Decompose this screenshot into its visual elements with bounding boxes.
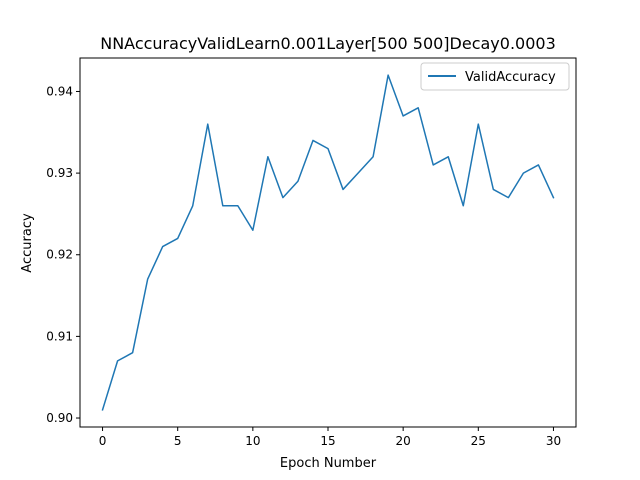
y-tick-label: 0.91 — [46, 329, 73, 343]
x-tick-label: 0 — [99, 434, 107, 448]
y-tick-label: 0.94 — [46, 84, 73, 98]
legend-box — [420, 62, 570, 91]
x-tick-label: 25 — [471, 434, 486, 448]
y-tick-label: 0.92 — [46, 248, 73, 262]
y-tick-label: 0.93 — [46, 166, 73, 180]
series-line-validaccuracy — [101, 74, 555, 411]
y-axis-label: Accuracy — [20, 213, 35, 273]
x-tick-label: 30 — [546, 434, 561, 448]
legend: ValidAccuracy — [420, 62, 570, 91]
x-axis-label: Epoch Number — [280, 456, 377, 471]
x-tick-label: 10 — [245, 434, 260, 448]
chart-title: NNAccuracyValidLearn0.001Layer[500 500]D… — [100, 34, 556, 53]
legend-label-validaccuracy: ValidAccuracy — [465, 70, 556, 85]
x-tick-label: 15 — [320, 434, 335, 448]
plot-area: 0 5 10 15 20 25 30 0.90 0.91 0.92 0.93 0.94 — [46, 57, 577, 448]
x-tick-label: 5 — [174, 434, 182, 448]
x-tick-label: 20 — [396, 434, 411, 448]
y-tick-label: 0.90 — [46, 411, 73, 425]
